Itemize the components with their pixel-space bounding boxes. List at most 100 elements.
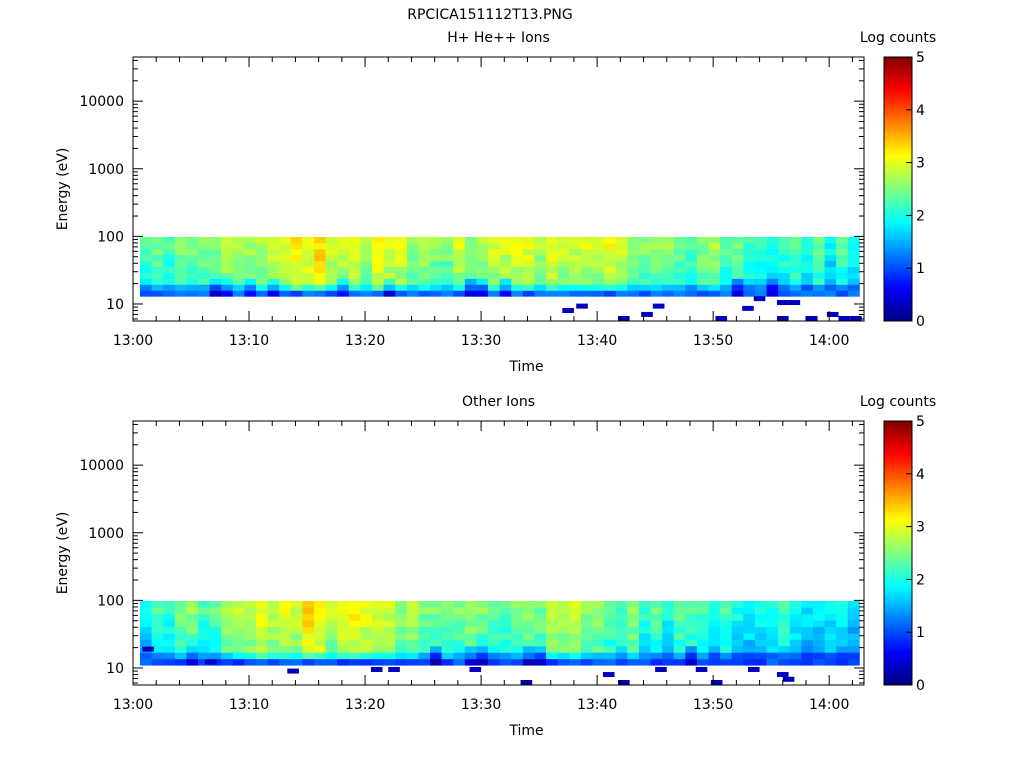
heatmap-cell bbox=[383, 607, 396, 615]
heatmap-cell bbox=[580, 600, 593, 608]
sparse-point bbox=[576, 303, 588, 309]
heatmap-cell bbox=[197, 607, 210, 615]
heatmap-cell bbox=[522, 248, 535, 256]
heatmap-cell bbox=[847, 266, 860, 273]
heatmap-cell bbox=[279, 620, 292, 628]
heatmap-cell bbox=[511, 658, 524, 666]
x-tick-label: 13:00 bbox=[113, 697, 153, 713]
heatmap-cell bbox=[139, 284, 152, 291]
heatmap-cell bbox=[789, 260, 802, 268]
heatmap-cell bbox=[139, 633, 152, 640]
heatmap-cell bbox=[789, 626, 802, 634]
heatmap-cell bbox=[139, 278, 152, 285]
x-tick-label: 13:30 bbox=[461, 697, 501, 713]
heatmap-cell bbox=[279, 607, 292, 615]
heatmap-cell bbox=[731, 639, 744, 647]
heatmap-cell bbox=[824, 620, 837, 628]
heatmap-cell bbox=[650, 626, 663, 634]
sparse-point bbox=[641, 311, 653, 317]
x-axis: 13:00 13:10 13:20 13:30 13:40 13:50 14:00 Time bbox=[113, 421, 853, 739]
heatmap-cell bbox=[337, 290, 350, 297]
heatmap-cell bbox=[673, 658, 686, 666]
heatmap-cell bbox=[696, 626, 709, 634]
heatmap-cell bbox=[372, 645, 385, 653]
heatmap-cell bbox=[534, 254, 547, 262]
heatmap-cell bbox=[151, 639, 164, 647]
heatmap-cell bbox=[812, 284, 825, 291]
heatmap-cell bbox=[163, 242, 176, 250]
heatmap-cell bbox=[685, 658, 698, 666]
heatmap-cell bbox=[801, 248, 814, 256]
heatmap-cell bbox=[592, 290, 605, 297]
heatmap-cell bbox=[163, 266, 176, 273]
heatmap-cell bbox=[557, 254, 570, 262]
colorbar-tick-label: 2 bbox=[916, 208, 925, 224]
heatmap-cell bbox=[812, 633, 825, 640]
sparse-point bbox=[776, 300, 789, 306]
heatmap-cell bbox=[847, 639, 860, 647]
heatmap-cell bbox=[546, 607, 559, 615]
heatmap-cell bbox=[569, 600, 582, 608]
heatmap-cell bbox=[812, 236, 825, 244]
heatmap-cell bbox=[372, 626, 385, 634]
heatmap-cell bbox=[720, 284, 733, 291]
heatmap-cell bbox=[650, 248, 663, 256]
heatmap-cell bbox=[847, 260, 860, 268]
heatmap-cell bbox=[197, 652, 210, 660]
heatmap-cell bbox=[430, 248, 443, 256]
heatmap-cell bbox=[186, 236, 199, 244]
heatmap-cell bbox=[186, 633, 199, 640]
heatmap-cell bbox=[662, 639, 675, 647]
heatmap-cell bbox=[534, 236, 547, 244]
heatmap-cell bbox=[824, 260, 837, 268]
heatmap-cell bbox=[360, 272, 373, 279]
heatmap-cell bbox=[685, 652, 698, 660]
heatmap-cell bbox=[244, 254, 257, 262]
x-axis-label: Time bbox=[508, 723, 543, 739]
heatmap-cell bbox=[372, 242, 385, 250]
heatmap-cell bbox=[197, 272, 210, 279]
heatmap-cell bbox=[244, 260, 257, 268]
heatmap-cell bbox=[151, 620, 164, 628]
heatmap-cell bbox=[290, 284, 303, 291]
heatmap-cell bbox=[557, 613, 570, 621]
heatmap-cell bbox=[151, 607, 164, 615]
heatmap-cell bbox=[267, 290, 280, 297]
heatmap-cell bbox=[650, 658, 663, 666]
heatmap-cell bbox=[754, 607, 767, 615]
heatmap-cell bbox=[174, 639, 187, 647]
heatmap-cell bbox=[638, 639, 651, 647]
heatmap-cell bbox=[476, 658, 489, 666]
heatmap-cell bbox=[197, 248, 210, 256]
heatmap-cell bbox=[383, 248, 396, 256]
heatmap-cell bbox=[372, 658, 385, 666]
heatmap-cell bbox=[197, 645, 210, 653]
heatmap-cell bbox=[627, 272, 640, 279]
heatmap-cell bbox=[789, 284, 802, 291]
heatmap-cell bbox=[546, 639, 559, 647]
heatmap-cell bbox=[360, 248, 373, 256]
heatmap-cell bbox=[754, 242, 767, 250]
heatmap-cell bbox=[314, 613, 327, 621]
heatmap-cell bbox=[580, 242, 593, 250]
heatmap-cell bbox=[789, 242, 802, 250]
heatmap-cell bbox=[801, 652, 814, 660]
heatmap-cell bbox=[754, 613, 767, 621]
heatmap-cell bbox=[337, 607, 350, 615]
heatmap-cell bbox=[650, 652, 663, 660]
heatmap-cell bbox=[650, 236, 663, 244]
heatmap-cell bbox=[348, 620, 361, 628]
heatmap-cell bbox=[615, 620, 628, 628]
heatmap-cell bbox=[638, 248, 651, 256]
heatmap-cell bbox=[255, 613, 268, 621]
heatmap-cell bbox=[731, 272, 744, 279]
x-tick-label: 13:10 bbox=[229, 697, 269, 713]
heatmap-cell bbox=[430, 658, 443, 666]
heatmap-cell bbox=[395, 254, 408, 262]
heatmap-cell bbox=[731, 645, 744, 653]
heatmap-cell bbox=[801, 290, 814, 297]
heatmap-cell bbox=[546, 254, 559, 262]
heatmap-cell bbox=[464, 248, 477, 256]
heatmap-cell bbox=[255, 248, 268, 256]
heatmap-cell bbox=[267, 266, 280, 273]
